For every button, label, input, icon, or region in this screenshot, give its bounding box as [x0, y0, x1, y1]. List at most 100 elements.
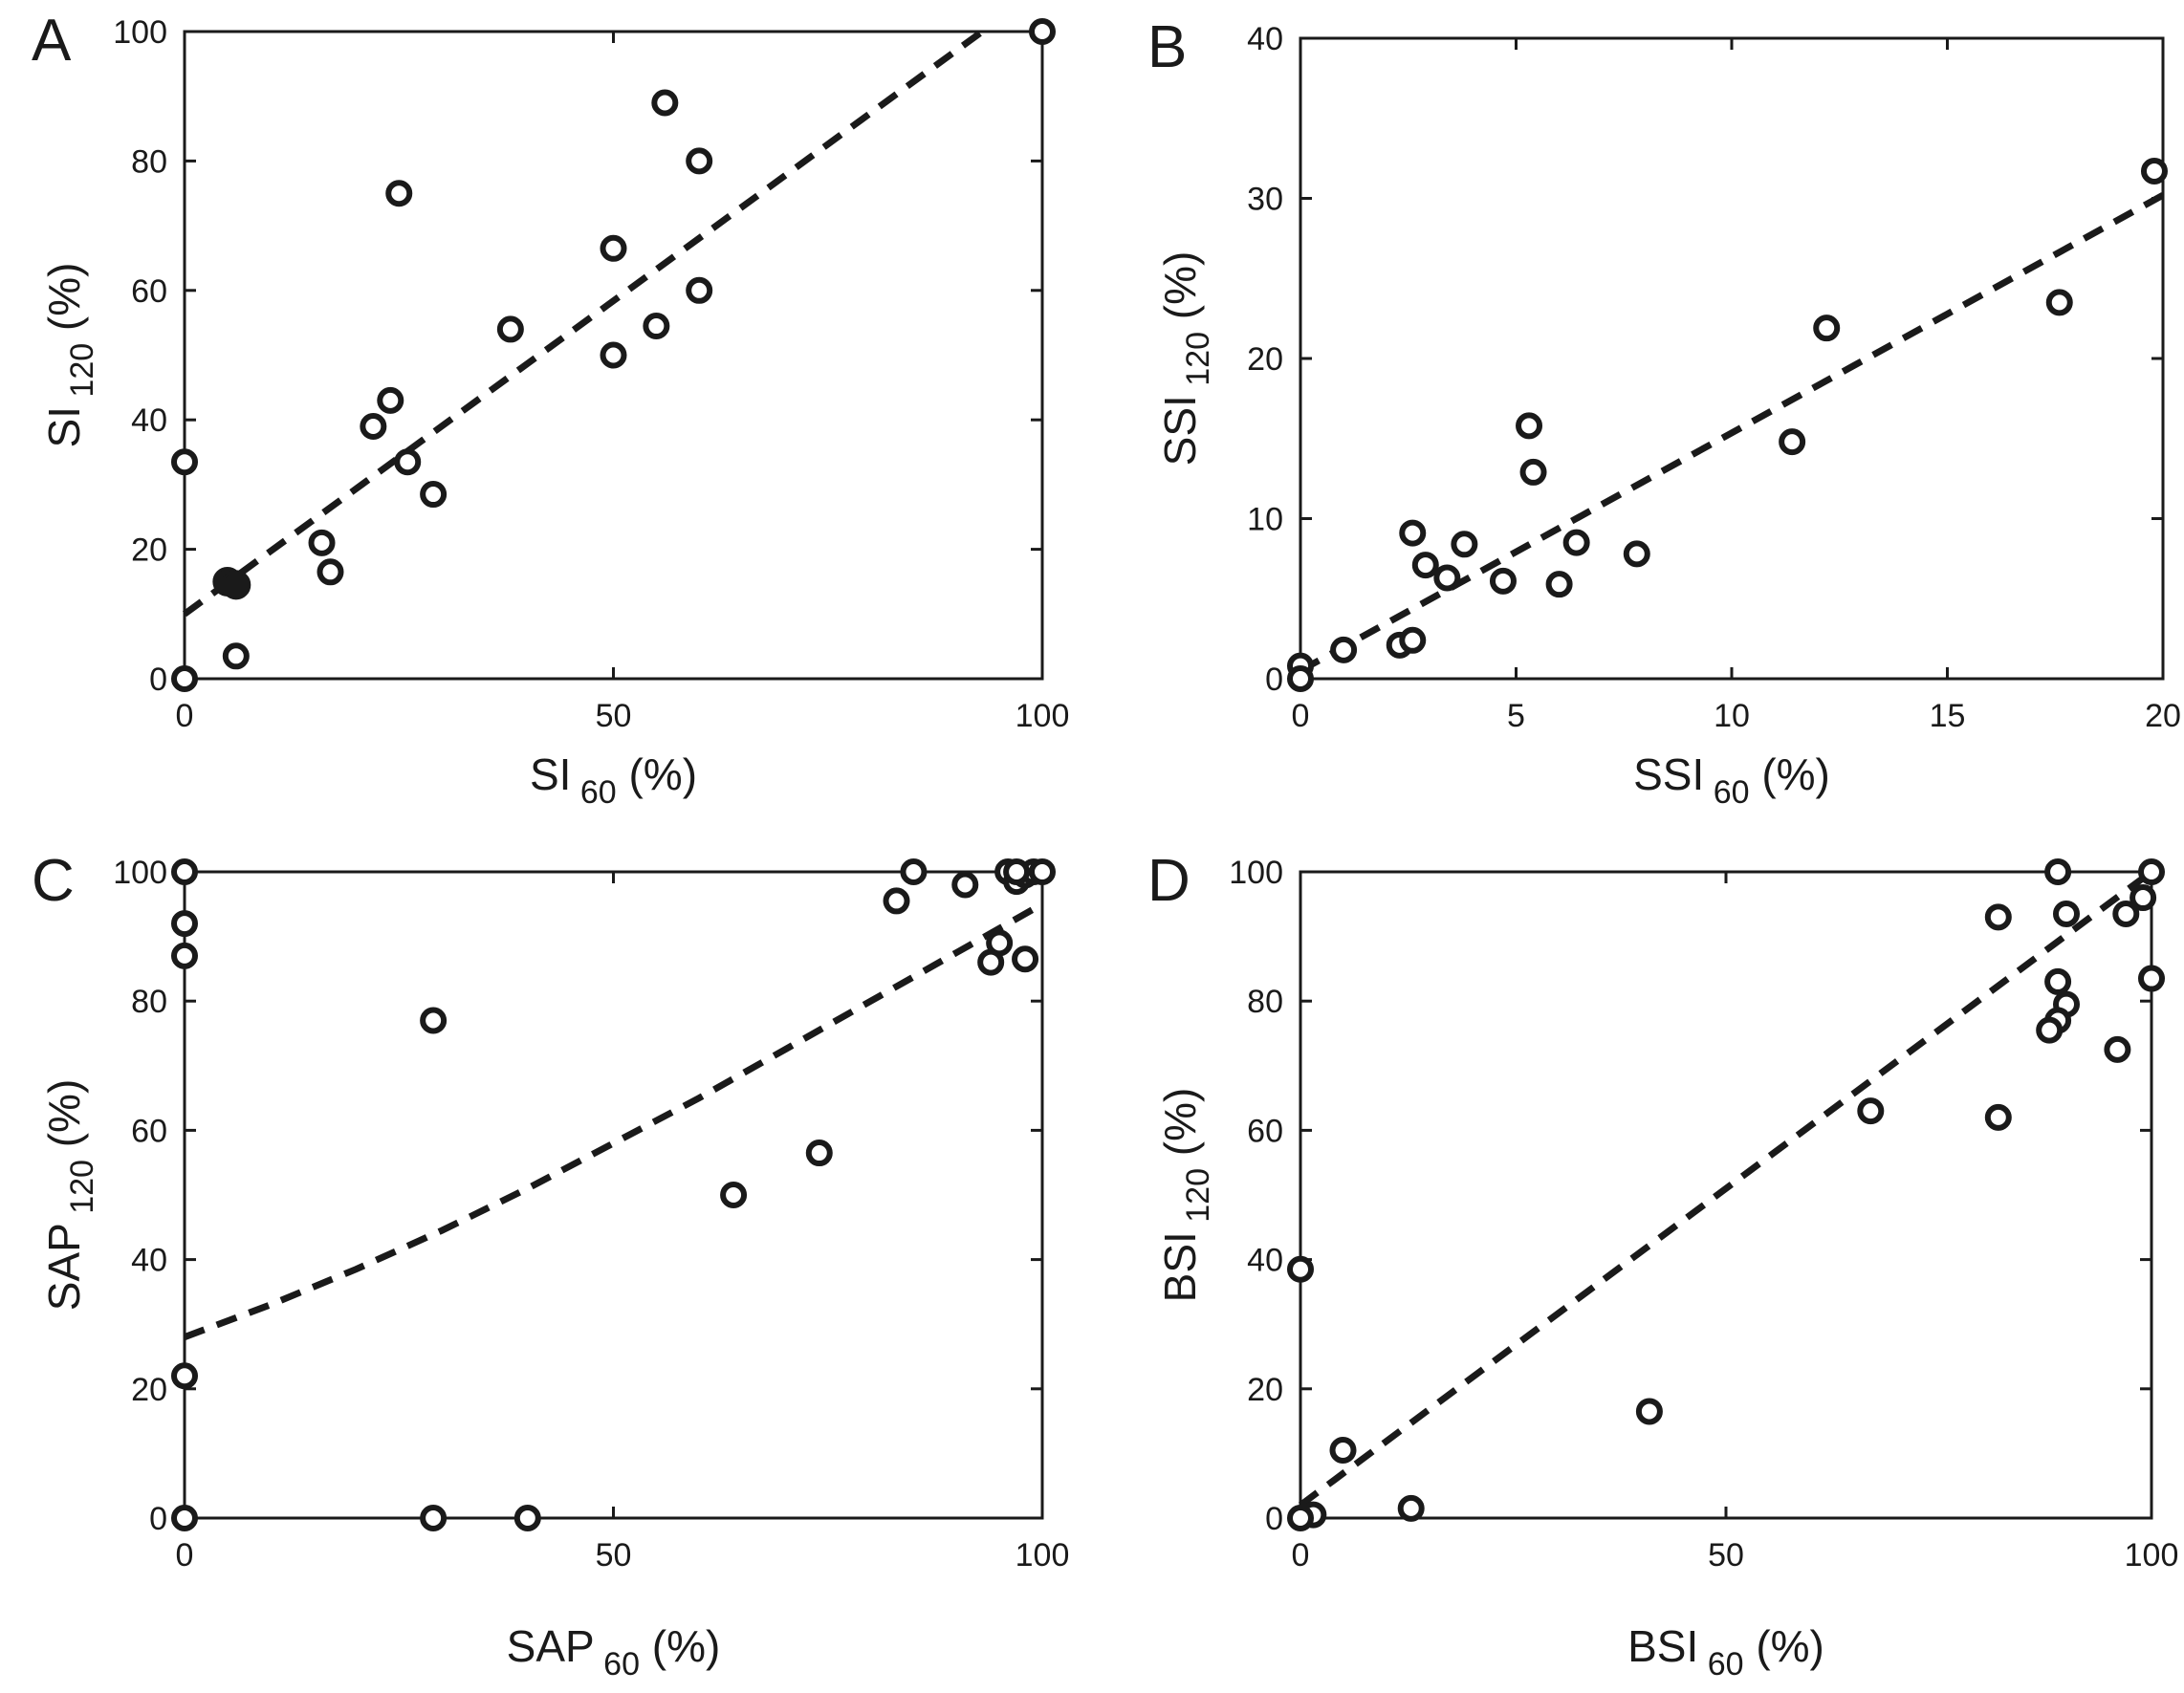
data-point: [420, 1505, 448, 1531]
y-tick-label: 80: [131, 143, 167, 180]
data-point: [686, 276, 713, 304]
x-tick-label: 0: [176, 1537, 194, 1574]
data-point: [317, 558, 344, 586]
panel-letter: A: [32, 8, 72, 74]
data-point: [385, 180, 413, 207]
x-tick-label: 100: [1016, 698, 1070, 734]
y-tick-label: 60: [131, 1113, 167, 1149]
data-point: [686, 147, 713, 175]
data-point: [2138, 858, 2165, 885]
data-point: [1029, 18, 1056, 45]
data-point: [1330, 636, 1358, 663]
panel-letter: C: [32, 848, 75, 914]
data-point: [643, 313, 670, 340]
y-tick-label: 0: [1265, 1501, 1283, 1537]
x-tick-label: 15: [1930, 698, 1966, 734]
x-tick-label: 20: [2145, 698, 2181, 734]
data-point: [1012, 945, 1039, 973]
x-tick-label: 100: [2125, 1537, 2179, 1574]
data-point: [394, 448, 422, 476]
y-tick-label: 30: [1247, 182, 1283, 218]
data-point: [1003, 858, 1031, 885]
y-axis-label: SSI 120 (%): [1155, 251, 1216, 467]
data-point: [496, 315, 524, 343]
data-point: [900, 858, 928, 885]
data-point: [420, 1007, 448, 1034]
y-tick-label: 20: [1247, 341, 1283, 378]
y-tick-label: 80: [1247, 984, 1283, 1020]
y-tick-label: 100: [113, 14, 167, 51]
data-point: [1635, 1398, 1663, 1425]
data-point: [1399, 626, 1427, 654]
data-point: [1287, 665, 1314, 692]
x-axis-label: SAP 60 (%): [507, 1621, 721, 1682]
y-axis-label: SI 120 (%): [39, 263, 100, 448]
y-tick-label: 60: [131, 273, 167, 310]
x-axis-label: BSI 60 (%): [1627, 1621, 1824, 1682]
data-point: [1029, 858, 1056, 885]
data-point: [377, 386, 404, 414]
x-tick-label: 50: [596, 1537, 632, 1574]
panel-letter: D: [1147, 848, 1190, 914]
data-point: [171, 910, 198, 938]
y-tick-label: 100: [113, 855, 167, 891]
data-point: [360, 412, 387, 440]
data-point: [2053, 900, 2080, 927]
fit-line: [1299, 192, 2165, 674]
data-point: [2138, 965, 2165, 992]
data-point: [1516, 412, 1543, 440]
chart-panel-c: 0 50 100 0 20 40 60 80 100 C SAP 60 (%) SAP 120 (%): [32, 848, 1069, 1682]
data-point: [171, 942, 198, 969]
panel-letter: B: [1147, 14, 1187, 80]
data-point: [308, 529, 336, 556]
data-point: [513, 1505, 541, 1531]
data-point: [1433, 564, 1461, 592]
x-tick-label: 5: [1507, 698, 1525, 734]
data-point: [1623, 540, 1650, 568]
y-tick-label: 100: [1229, 855, 1283, 891]
data-point: [1287, 1255, 1314, 1283]
data-point: [986, 929, 1014, 957]
y-tick-label: 60: [1247, 1113, 1283, 1149]
data-point-filled: [221, 570, 251, 600]
data-point: [1287, 1505, 1314, 1531]
data-point: [2112, 900, 2140, 927]
data-point: [171, 448, 198, 476]
data-point: [2044, 858, 2072, 885]
data-point: [2036, 1016, 2064, 1044]
data-point: [1397, 1494, 1425, 1522]
data-point: [2044, 967, 2072, 995]
data-point: [1545, 571, 1573, 598]
data-point: [805, 1140, 833, 1167]
x-tick-label: 50: [1708, 1537, 1744, 1574]
y-axis-label: SAP 120 (%): [39, 1079, 100, 1312]
y-tick-label: 40: [131, 402, 167, 439]
fit-line: [182, 29, 985, 618]
data-point: [1329, 1437, 1357, 1465]
x-tick-label: 0: [1292, 698, 1310, 734]
data-point: [1813, 315, 1841, 342]
chart-panel-b: 0 5 10 15 20 0 10 20 30 40 B SSI 60 (%) SSI 120 (%): [1147, 14, 2181, 811]
y-tick-label: 40: [1247, 1243, 1283, 1279]
data-point: [222, 642, 250, 670]
data-point: [1411, 552, 1439, 579]
y-tick-label: 20: [1247, 1372, 1283, 1408]
x-tick-label: 100: [1016, 1537, 1070, 1574]
x-tick-label: 10: [1714, 698, 1750, 734]
data-point: [1984, 903, 2012, 931]
data-point: [171, 1505, 198, 1531]
data-point: [171, 665, 198, 692]
data-point: [171, 1362, 198, 1390]
x-tick-label: 50: [596, 698, 632, 734]
data-point: [1562, 529, 1590, 556]
x-tick-label: 0: [1292, 1537, 1310, 1574]
x-axis-label: SSI 60 (%): [1633, 749, 1830, 811]
y-tick-label: 20: [131, 1372, 167, 1408]
data-point: [600, 341, 627, 369]
fit-curve: [183, 901, 1044, 1340]
data-point: [651, 89, 679, 117]
data-point: [600, 234, 627, 262]
y-tick-label: 0: [149, 662, 167, 698]
data-point: [2104, 1035, 2131, 1063]
